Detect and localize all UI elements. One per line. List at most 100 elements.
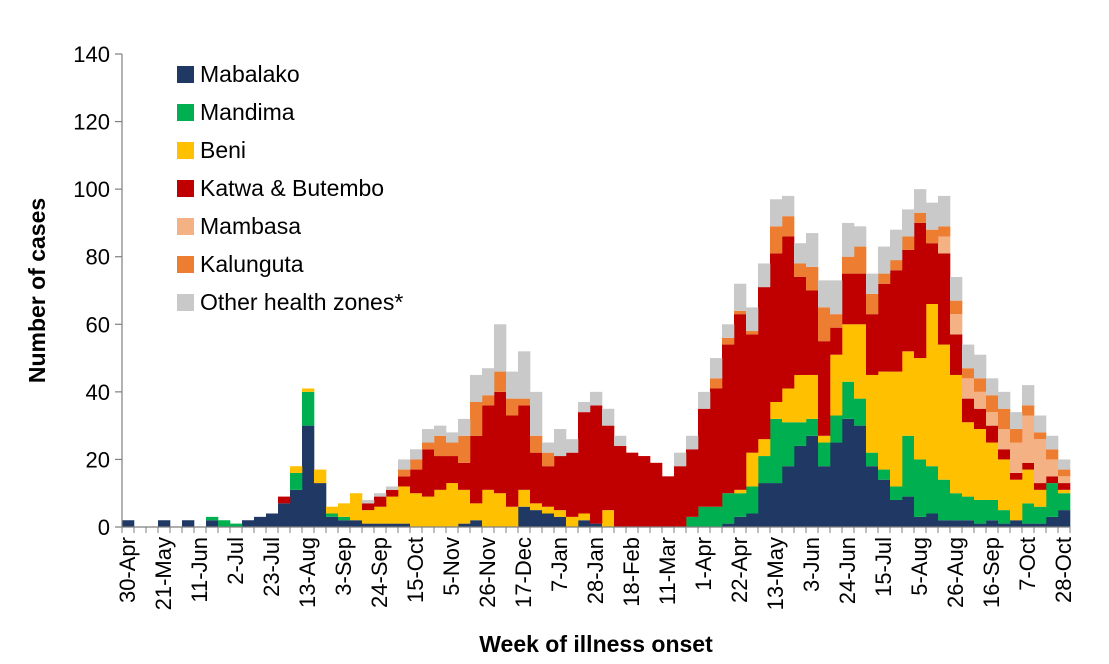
x-tick-label-26-Aug: 26-Aug <box>943 537 968 608</box>
bar-other-health-zones--59 <box>830 280 843 315</box>
bar-mandima-52 <box>746 486 759 514</box>
bar-beni-54 <box>770 401 783 419</box>
bar-mabalako-67 <box>926 513 939 527</box>
bar-katwa-butembo-77 <box>1046 476 1059 484</box>
bar-beni-66 <box>914 358 927 460</box>
x-tick-label-11-Jun: 11-Jun <box>187 537 212 603</box>
bar-beni-74 <box>1010 479 1023 521</box>
bar-katwa-butembo-39 <box>590 405 603 524</box>
bar-mabalako-34 <box>530 510 543 527</box>
legend-label-mandima: Mandima <box>200 99 295 125</box>
x-tick-label-15-Oct: 15-Oct <box>403 537 428 603</box>
bar-beni-31 <box>494 493 507 527</box>
bar-mabalako-63 <box>878 479 891 527</box>
bar-mabalako-75 <box>1022 523 1035 527</box>
bar-other-health-zones--23 <box>398 459 411 470</box>
bar-katwa-butembo-43 <box>638 456 651 527</box>
bar-mabalako-33 <box>518 506 531 527</box>
bar-other-health-zones--39 <box>590 391 603 406</box>
bar-katwa-butembo-21 <box>374 496 387 507</box>
bar-katwa-butembo-50 <box>722 344 735 494</box>
bar-mabalako-62 <box>866 466 879 527</box>
bar-mabalako-58 <box>818 466 831 527</box>
bar-beni-64 <box>890 371 903 487</box>
bar-mandima-49 <box>710 506 723 527</box>
bar-mambasa-69 <box>950 314 963 335</box>
bar-beni-24 <box>410 493 423 527</box>
bar-beni-78 <box>1058 489 1071 494</box>
bar-katwa-butembo-32 <box>506 415 519 507</box>
bar-mabalako-21 <box>374 523 387 527</box>
bar-mabalako-73 <box>998 523 1011 527</box>
bar-beni-23 <box>398 486 411 524</box>
bar-kalunguta-25 <box>422 442 435 450</box>
bar-beni-29 <box>470 503 483 521</box>
bar-mabalako-14 <box>290 489 303 527</box>
bar-mandima-71 <box>974 499 987 524</box>
bar-mambasa-71 <box>974 391 987 409</box>
bar-katwa-butembo-52 <box>746 334 759 453</box>
bar-katwa-butembo-38 <box>578 412 591 514</box>
bar-other-health-zones--49 <box>710 358 723 379</box>
legend-label-mambasa: Mambasa <box>200 213 301 239</box>
bar-mabalako-57 <box>806 435 819 527</box>
bar-mandima-54 <box>770 418 783 484</box>
bar-beni-17 <box>326 506 339 514</box>
bar-beni-30 <box>482 489 495 527</box>
bar-other-health-zones--60 <box>842 222 855 257</box>
bar-mandima-48 <box>698 506 711 527</box>
bar-other-health-zones--29 <box>470 374 483 402</box>
bar-kalunguta-31 <box>494 371 507 392</box>
legend-swatch-mabalako <box>177 66 194 83</box>
bar-mabalako-51 <box>734 516 747 527</box>
bar-beni-27 <box>446 483 459 527</box>
bar-mabalako-3 <box>158 520 171 527</box>
bar-other-health-zones--66 <box>914 189 927 213</box>
bar-mandima-66 <box>914 459 927 517</box>
bar-kalunguta-64 <box>890 260 903 271</box>
bar-other-health-zones--52 <box>746 307 759 332</box>
bar-beni-73 <box>998 459 1011 511</box>
bar-kalunguta-57 <box>806 266 819 291</box>
bar-other-health-zones--48 <box>698 391 711 409</box>
bar-mabalako-55 <box>782 466 795 527</box>
bar-mabalako-65 <box>902 496 915 527</box>
x-tick-label-1-Apr: 1-Apr <box>691 537 716 591</box>
bar-kalunguta-34 <box>530 435 543 453</box>
bar-other-health-zones--28 <box>458 418 471 436</box>
bar-other-health-zones--78 <box>1058 459 1071 470</box>
x-tick-label-3-Jun: 3-Jun <box>799 537 824 592</box>
bar-kalunguta-28 <box>458 435 471 463</box>
bar-kalunguta-51 <box>734 310 747 315</box>
bar-katwa-butembo-45 <box>662 476 675 527</box>
bar-mabalako-0 <box>122 520 135 527</box>
bar-katwa-butembo-64 <box>890 270 903 372</box>
bar-katwa-butembo-54 <box>770 253 783 402</box>
bar-katwa-butembo-33 <box>518 405 531 490</box>
bar-mabalako-53 <box>758 483 771 527</box>
x-tick-label-13-May: 13-May <box>763 537 788 610</box>
bar-other-health-zones--65 <box>902 209 915 237</box>
bar-kalunguta-55 <box>782 216 795 237</box>
legend-swatch-kalunguta <box>177 256 194 273</box>
bar-mabalako-38 <box>578 520 591 527</box>
y-axis-title: Number of cases <box>24 198 50 383</box>
bar-katwa-butembo-53 <box>758 287 771 440</box>
bar-other-health-zones--73 <box>998 391 1011 409</box>
bar-beni-33 <box>518 489 531 507</box>
bar-mandima-75 <box>1022 503 1035 524</box>
bar-kalunguta-73 <box>998 408 1011 430</box>
bar-mabalako-35 <box>542 513 555 527</box>
bar-mambasa-68 <box>938 236 951 254</box>
x-tick-label-28-Jan: 28-Jan <box>583 537 608 604</box>
bar-mabalako-12 <box>266 513 279 527</box>
bar-mabalako-72 <box>986 520 999 527</box>
bar-other-health-zones--53 <box>758 263 771 288</box>
bar-katwa-butembo-61 <box>854 273 867 325</box>
bar-katwa-butembo-48 <box>698 408 711 507</box>
bar-other-health-zones--72 <box>986 378 999 396</box>
bar-other-health-zones--75 <box>1022 385 1035 406</box>
y-tick-label-120: 120 <box>73 110 110 135</box>
bar-mandima-55 <box>782 422 795 467</box>
